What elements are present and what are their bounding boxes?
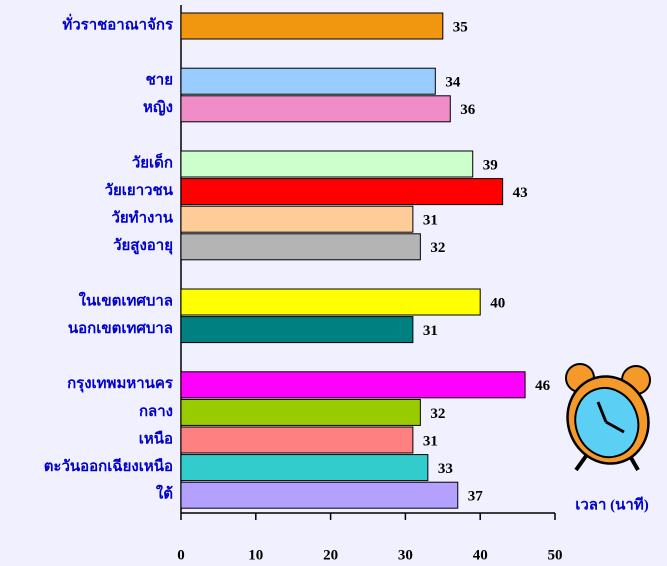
value-label: 35 bbox=[453, 19, 468, 35]
category-label: กรุงเทพมหานคร bbox=[67, 376, 174, 393]
x-tick-label: 40 bbox=[473, 547, 488, 563]
bar bbox=[180, 316, 414, 344]
value-label: 32 bbox=[430, 240, 445, 256]
value-label: 31 bbox=[423, 213, 438, 229]
x-tick-label: 10 bbox=[248, 547, 263, 563]
category-label: นอกเขตเทศบาล bbox=[68, 321, 173, 337]
value-label: 46 bbox=[535, 378, 551, 394]
category-label: ในเขตเทศบาล bbox=[79, 291, 173, 309]
bar bbox=[180, 481, 459, 509]
x-tick-label: 0 bbox=[177, 547, 185, 563]
bar bbox=[180, 288, 481, 316]
category-label: วัยเยาวชน bbox=[105, 182, 174, 199]
value-label: 32 bbox=[430, 406, 445, 422]
clock-icon bbox=[565, 363, 651, 472]
bar bbox=[180, 67, 436, 95]
x-tick-label: 30 bbox=[398, 547, 413, 563]
value-label: 43 bbox=[513, 185, 528, 201]
bar bbox=[180, 371, 526, 399]
axis-label: เวลา (นาที) bbox=[575, 496, 648, 513]
bar bbox=[180, 205, 414, 233]
bar bbox=[180, 398, 421, 426]
category-label: วัยทำงาน bbox=[111, 210, 173, 227]
value-label: 31 bbox=[423, 433, 438, 449]
value-label: 39 bbox=[483, 157, 498, 173]
category-label: วัยสูงอายุ bbox=[113, 237, 173, 255]
value-label: 34 bbox=[445, 75, 461, 91]
category-label: ใต้ bbox=[156, 485, 173, 503]
category-label: ตะวันออกเฉียงเหนือ bbox=[44, 458, 173, 475]
bar bbox=[180, 426, 414, 454]
bar bbox=[180, 454, 429, 482]
value-label: 40 bbox=[490, 295, 505, 311]
value-label: 33 bbox=[438, 461, 453, 477]
value-label: 36 bbox=[460, 102, 476, 118]
bar bbox=[180, 233, 421, 261]
bar bbox=[180, 12, 444, 40]
category-label: เหนือ bbox=[139, 430, 173, 447]
value-label: 37 bbox=[468, 489, 484, 505]
bar bbox=[180, 178, 504, 206]
category-label: วัยเด็ก bbox=[132, 152, 173, 171]
x-tick-label: 20 bbox=[323, 547, 338, 563]
category-label: กลาง bbox=[139, 404, 173, 420]
bar bbox=[180, 95, 451, 123]
value-label: 31 bbox=[423, 323, 438, 339]
category-label: หญิง bbox=[143, 98, 173, 116]
x-tick-label: 50 bbox=[548, 547, 563, 563]
category-label: ทั่วราชอาณาจักร bbox=[62, 13, 174, 33]
bar bbox=[180, 150, 474, 178]
category-label: ชาย bbox=[146, 73, 173, 89]
